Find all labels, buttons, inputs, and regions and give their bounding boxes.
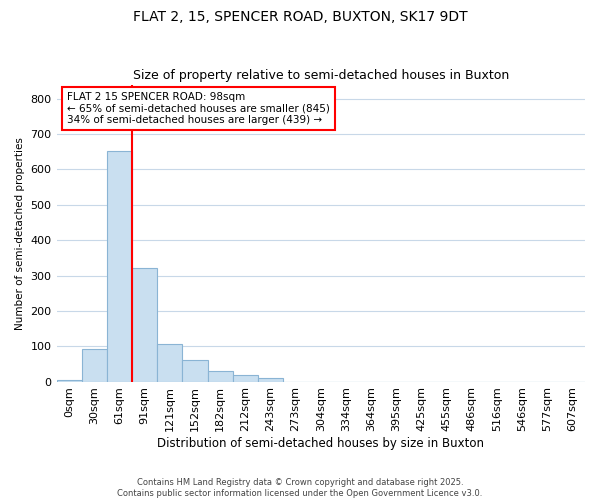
Y-axis label: Number of semi-detached properties: Number of semi-detached properties <box>15 136 25 330</box>
Bar <box>182 360 208 382</box>
Bar <box>132 268 157 382</box>
Bar <box>233 375 258 382</box>
Bar <box>82 348 107 382</box>
Bar <box>56 380 82 382</box>
Text: FLAT 2 15 SPENCER ROAD: 98sqm
← 65% of semi-detached houses are smaller (845)
34: FLAT 2 15 SPENCER ROAD: 98sqm ← 65% of s… <box>67 92 330 125</box>
Title: Size of property relative to semi-detached houses in Buxton: Size of property relative to semi-detach… <box>133 69 509 82</box>
Bar <box>107 152 132 382</box>
Bar <box>157 344 182 382</box>
Bar <box>208 371 233 382</box>
Text: Contains HM Land Registry data © Crown copyright and database right 2025.
Contai: Contains HM Land Registry data © Crown c… <box>118 478 482 498</box>
X-axis label: Distribution of semi-detached houses by size in Buxton: Distribution of semi-detached houses by … <box>157 437 484 450</box>
Bar <box>258 378 283 382</box>
Text: FLAT 2, 15, SPENCER ROAD, BUXTON, SK17 9DT: FLAT 2, 15, SPENCER ROAD, BUXTON, SK17 9… <box>133 10 467 24</box>
